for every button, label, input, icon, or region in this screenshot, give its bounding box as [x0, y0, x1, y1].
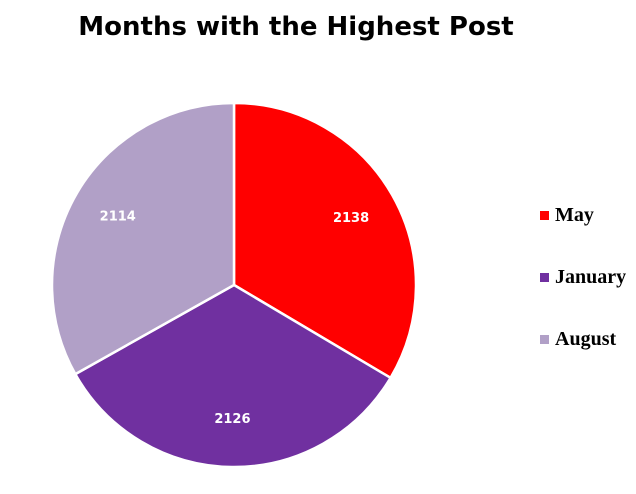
- legend: May January August: [540, 200, 626, 386]
- legend-label: January: [555, 266, 627, 288]
- legend-label: August: [555, 328, 617, 350]
- pie-slice-may: [232, 101, 418, 380]
- data-label-january: 2126: [214, 412, 250, 427]
- pie-slice-august: [50, 101, 236, 376]
- chart-title: Months with the Highest Post: [78, 12, 514, 42]
- legend-swatch: [540, 211, 549, 220]
- legend-label: May: [555, 204, 594, 226]
- legend-swatch: [540, 273, 549, 282]
- legend-item-august: August: [540, 324, 626, 355]
- data-label-august: 2114: [100, 209, 136, 224]
- data-label-may: 2138: [333, 211, 369, 226]
- legend-item-may: May: [540, 200, 626, 231]
- legend-item-january: January: [540, 262, 626, 293]
- legend-swatch: [540, 335, 549, 344]
